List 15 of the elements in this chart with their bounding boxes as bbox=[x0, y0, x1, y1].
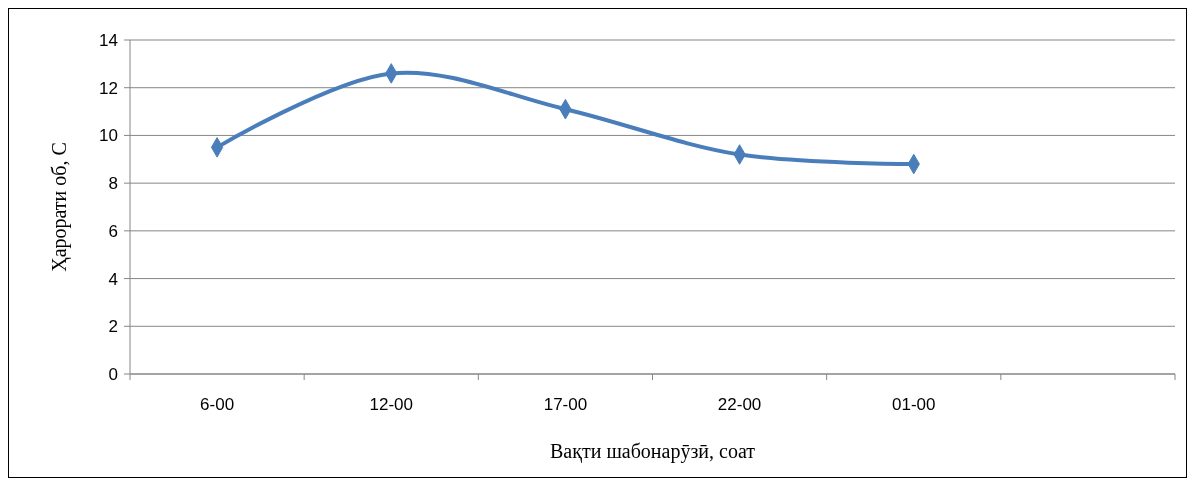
y-axis-title: Ҳарорати об, С bbox=[48, 142, 71, 272]
y-tick-label: 0 bbox=[108, 364, 118, 384]
x-axis-title: Вақти шабонарӯзӣ, соат bbox=[550, 440, 756, 463]
x-tick-label: 12-00 bbox=[369, 395, 413, 414]
y-tick-label: 2 bbox=[108, 317, 118, 337]
x-tick-label: 01-00 bbox=[892, 395, 936, 414]
y-tick-label: 8 bbox=[108, 174, 118, 194]
y-tick-label: 10 bbox=[99, 126, 118, 146]
y-tick-label: 12 bbox=[99, 78, 118, 98]
x-tick-label: 6-00 bbox=[200, 395, 235, 414]
x-tick-label: 17-00 bbox=[543, 395, 588, 414]
y-tick-label: 4 bbox=[108, 269, 118, 289]
x-tick-label: 22-00 bbox=[717, 395, 762, 414]
y-tick-label: 14 bbox=[99, 30, 118, 50]
y-tick-label: 6 bbox=[108, 221, 118, 241]
